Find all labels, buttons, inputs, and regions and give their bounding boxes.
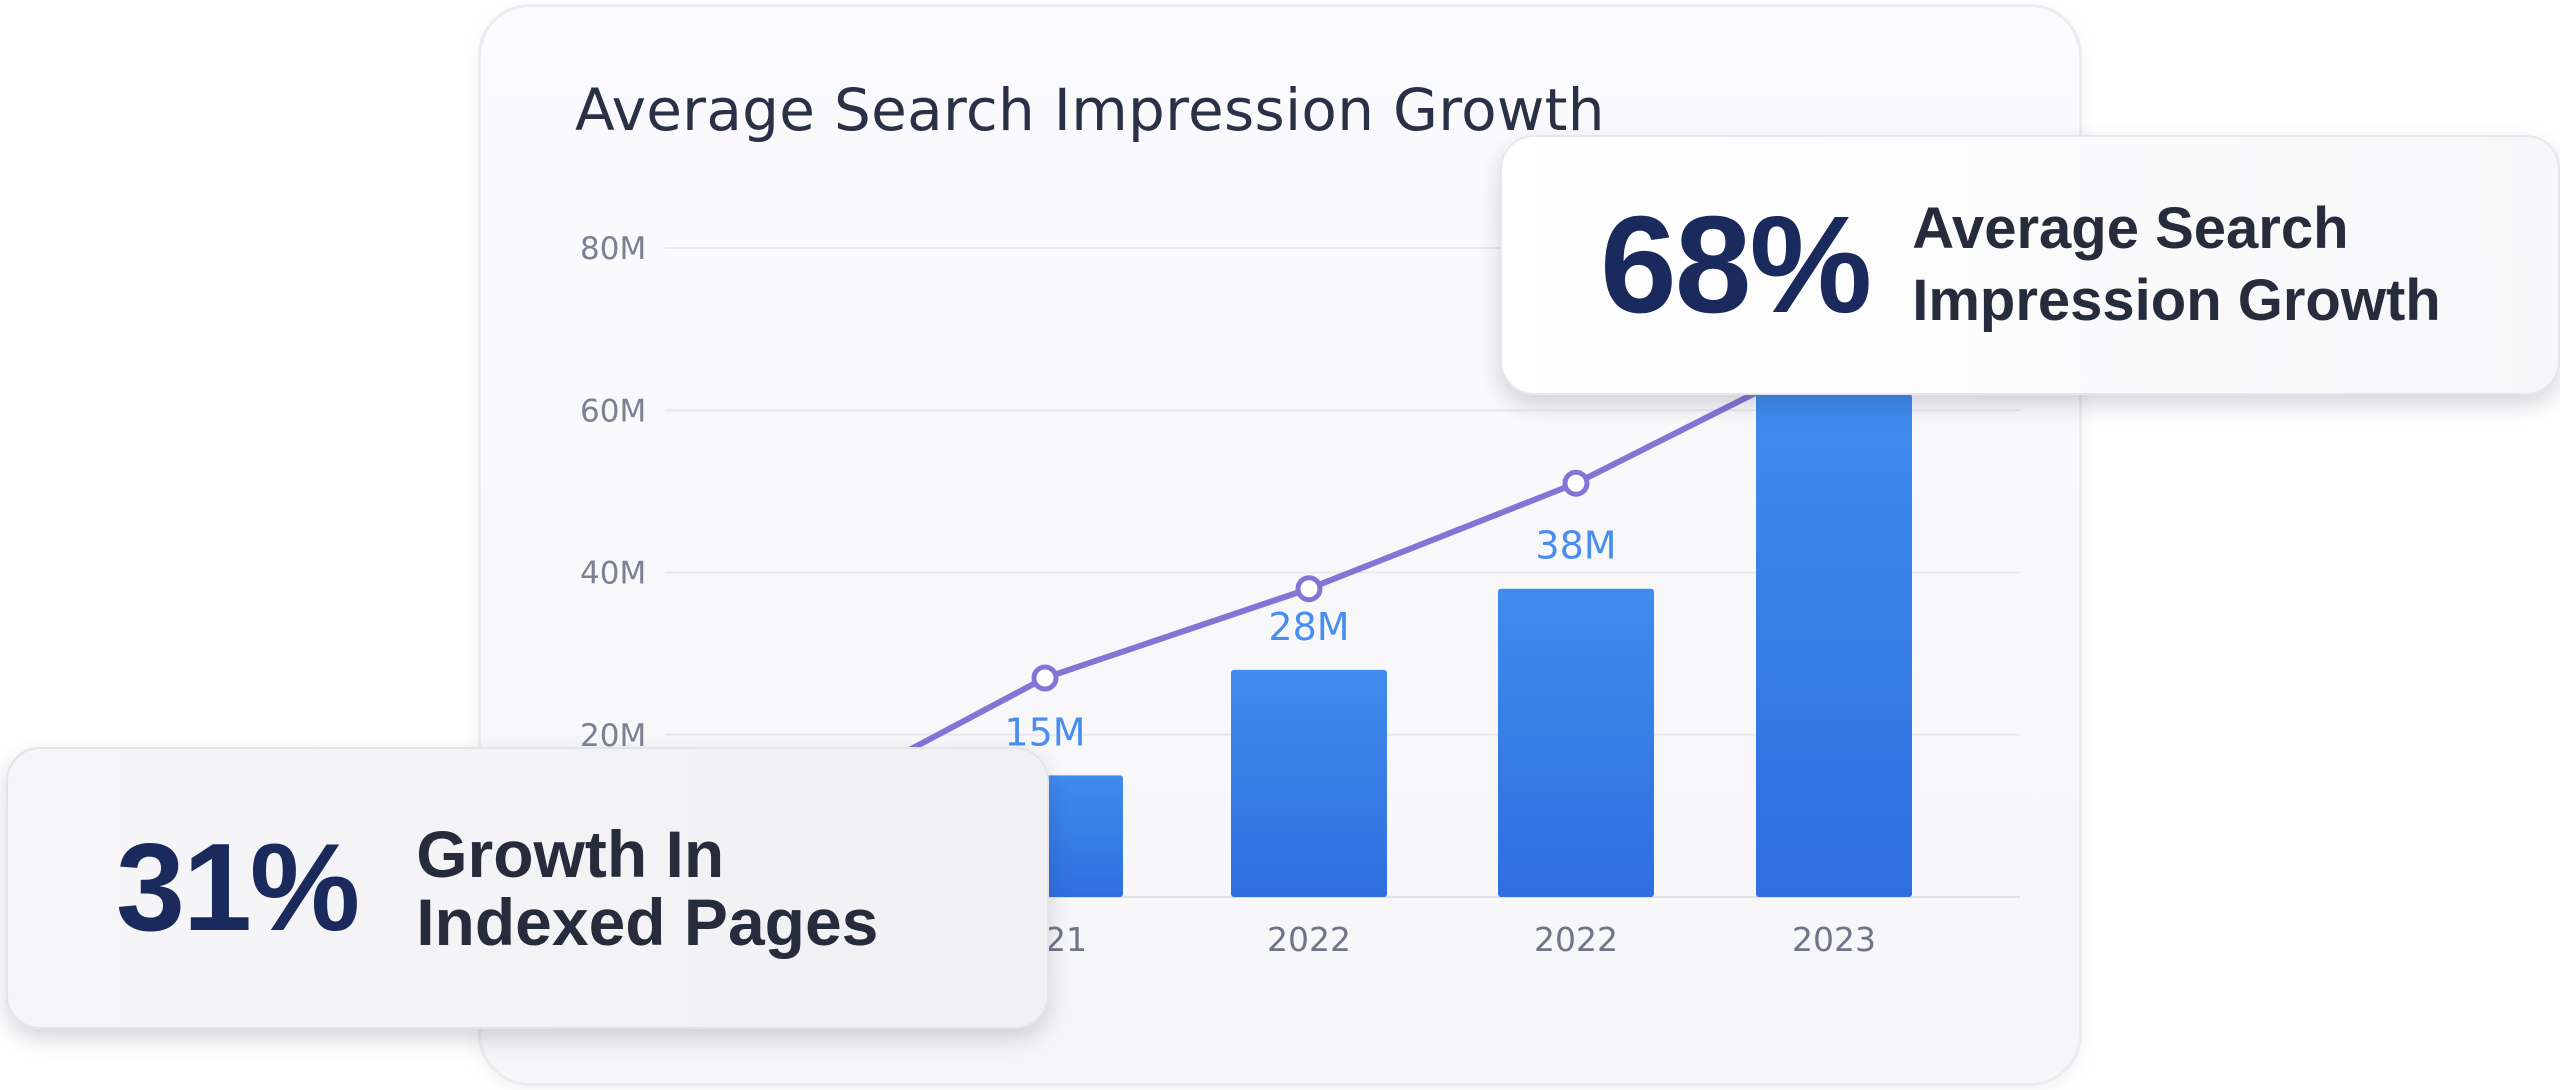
impression-growth-label-line2: Impression Growth: [1912, 268, 2441, 333]
y-tick-label: 60M: [580, 393, 646, 429]
indexed-pages-label-line2: Indexed Pages: [416, 885, 879, 959]
bar: [1498, 588, 1654, 897]
impression-growth-label-line1: Average Search: [1912, 196, 2349, 261]
indexed-pages-label: Growth In Indexed Pages: [416, 820, 878, 956]
impression-growth-card: 68% Average Search Impression Growth: [1500, 135, 2560, 395]
trend-point: [1562, 469, 1590, 497]
trend-point: [1295, 575, 1323, 603]
bar: [1231, 669, 1387, 897]
indexed-pages-label-line1: Growth In: [416, 817, 725, 891]
x-tick-label: 2023: [1792, 920, 1876, 959]
bar: [1756, 394, 1912, 897]
bar-value-label: 15M: [1004, 710, 1085, 754]
impression-growth-label: Average Search Impression Growth: [1912, 193, 2441, 337]
indexed-pages-card: 31% Growth In Indexed Pages: [6, 747, 1049, 1029]
x-tick-label: 2022: [1267, 920, 1351, 959]
y-tick-label: 80M: [580, 231, 646, 267]
trend-point: [1031, 664, 1059, 692]
indexed-pages-value: 31%: [116, 819, 360, 957]
bar-value-label: 38M: [1535, 524, 1616, 568]
y-tick-label: 40M: [580, 556, 646, 592]
bar-value-label: 28M: [1268, 605, 1349, 649]
impression-growth-value: 68%: [1600, 187, 1872, 342]
x-tick-label: 2022: [1534, 920, 1618, 959]
chart-title: Average Search Impression Growth: [575, 76, 1605, 144]
